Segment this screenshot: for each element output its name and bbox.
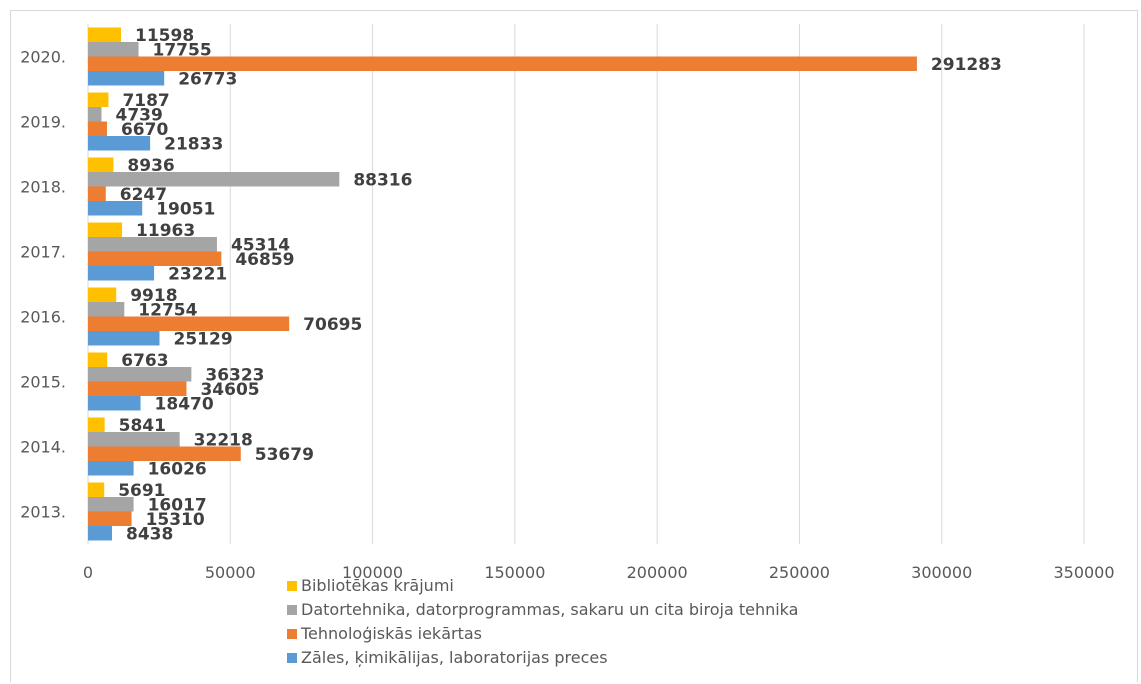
data-label: 5841 [119,416,166,436]
bar [88,172,340,187]
data-label: 6670 [121,120,168,140]
data-label: 6247 [120,185,167,205]
category-label: 2014. [20,438,66,457]
bar [88,497,134,512]
bar [88,27,122,42]
x-tick-label: 0 [83,563,93,582]
data-label: 18470 [155,394,214,414]
bar [88,251,222,266]
bar [88,222,123,237]
data-label: 34605 [200,380,259,400]
bar [88,316,290,331]
data-label: 32218 [194,430,253,450]
bar [88,461,134,476]
bar [88,417,105,432]
category-label: 2016. [20,308,66,327]
legend-label: Zāles, ķimikālijas, laboratorijas preces [301,648,608,667]
data-label: 4739 [115,105,162,125]
legend-swatch [287,581,297,591]
bar [88,381,187,396]
data-label: 36323 [205,365,264,385]
category-label: 2013. [20,503,66,522]
data-label: 5691 [118,481,165,501]
data-label: 12754 [138,300,197,320]
data-label: 17755 [153,40,212,60]
x-tick-label: 350000 [1053,563,1114,582]
legend-swatch [287,605,297,615]
data-label: 26773 [178,69,237,89]
bar [88,331,160,346]
bar [88,56,917,71]
bar [88,287,117,302]
x-tick-label: 50000 [205,563,256,582]
data-label: 291283 [931,55,1002,75]
data-label: 8438 [126,524,173,544]
bar [88,302,125,317]
bar [88,237,217,252]
data-label: 8936 [127,156,174,176]
data-label: 15310 [146,510,205,530]
data-label: 23221 [168,264,227,284]
bar [88,71,165,86]
data-label: 7187 [122,91,169,111]
data-label: 45314 [231,235,290,255]
bar [88,42,139,57]
category-label: 2019. [20,113,66,132]
data-label: 11963 [136,221,195,241]
data-label: 9918 [130,286,177,306]
data-label: 6763 [121,351,168,371]
category-label: 2018. [20,178,66,197]
category-label: 2017. [20,243,66,262]
data-label: 11598 [135,26,194,46]
bar [88,157,114,172]
bar [88,92,109,107]
bar [88,121,107,136]
legend-swatch [287,653,297,663]
category-label: 2020. [20,48,66,67]
data-label: 16026 [148,459,207,479]
legend-label: Tehnoloģiskās iekārtas [300,624,482,643]
bar [88,186,106,201]
data-label: 16017 [148,495,207,515]
data-label: 46859 [235,250,294,270]
bar [88,511,132,526]
bar [88,352,108,367]
chart-frame [10,10,1138,682]
bar [88,136,151,151]
bar [88,482,105,497]
bar [88,526,113,541]
data-label: 25129 [174,329,233,349]
bar [88,446,241,461]
bar [88,266,155,281]
x-tick-label: 150000 [484,563,545,582]
data-label: 21833 [164,134,223,154]
x-tick-label: 250000 [769,563,830,582]
bar [88,107,102,122]
bar [88,396,141,411]
data-label: 88316 [353,170,412,190]
bar [88,367,192,382]
x-tick-label: 100000 [342,563,403,582]
data-label: 53679 [255,445,314,465]
x-tick-label: 300000 [911,563,972,582]
data-label: 19051 [156,199,215,219]
bar [88,432,180,447]
bar [88,201,143,216]
legend-label: Datortehnika, datorprogrammas, sakaru un… [301,600,798,619]
legend-swatch [287,629,297,639]
category-label: 2015. [20,373,66,392]
legend-label: Bibliotēkas krājumi [301,576,454,595]
data-label: 70695 [303,315,362,335]
x-tick-label: 200000 [627,563,688,582]
